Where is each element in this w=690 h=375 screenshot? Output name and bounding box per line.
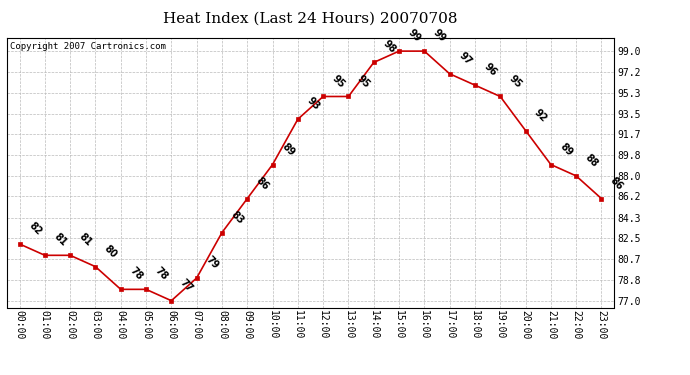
Text: Heat Index (Last 24 Hours) 20070708: Heat Index (Last 24 Hours) 20070708 [164,11,457,25]
Text: 97: 97 [457,50,473,67]
Text: 92: 92 [533,107,549,124]
Text: 95: 95 [330,73,346,90]
Text: 89: 89 [279,141,296,158]
Text: 81: 81 [52,232,68,248]
Text: 99: 99 [431,27,448,44]
Text: 98: 98 [381,39,397,56]
Text: 81: 81 [77,232,94,248]
Text: 78: 78 [153,266,170,282]
Text: 80: 80 [102,243,119,260]
Text: 77: 77 [178,277,195,294]
Text: 95: 95 [355,73,372,90]
Text: 88: 88 [583,152,600,169]
Text: 83: 83 [229,209,246,226]
Text: 89: 89 [558,141,575,158]
Text: Copyright 2007 Cartronics.com: Copyright 2007 Cartronics.com [10,42,166,51]
Text: 79: 79 [204,255,220,271]
Text: 96: 96 [482,62,498,78]
Text: 93: 93 [305,96,322,112]
Text: 82: 82 [26,220,43,237]
Text: 86: 86 [254,175,271,192]
Text: 86: 86 [609,175,625,192]
Text: 78: 78 [128,266,144,282]
Text: 95: 95 [507,73,524,90]
Text: 99: 99 [406,27,422,44]
